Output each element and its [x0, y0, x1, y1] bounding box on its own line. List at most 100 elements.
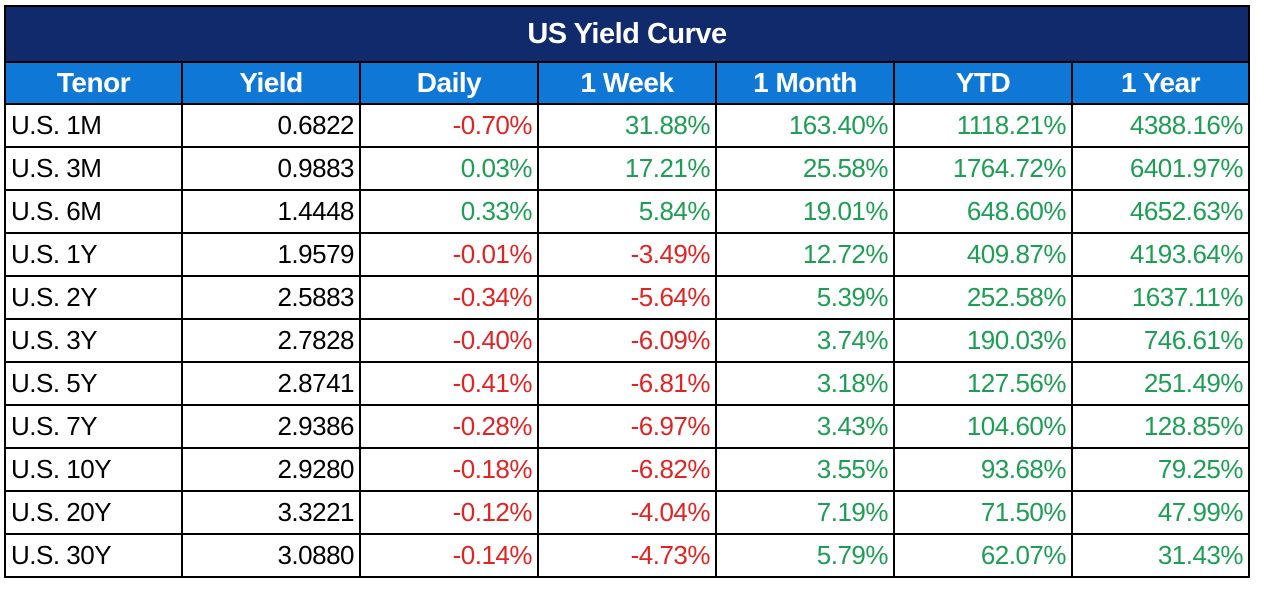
yield-cell: 0.6822	[181, 103, 361, 148]
column-header-tenor: Tenor	[4, 61, 183, 105]
change-cell: 104.60%	[893, 404, 1073, 449]
change-cell: 0.33%	[359, 189, 539, 234]
change-cell: -0.01%	[359, 232, 539, 277]
change-cell: 3.18%	[715, 361, 895, 406]
change-cell: 12.72%	[715, 232, 895, 277]
change-cell: -0.28%	[359, 404, 539, 449]
column-header-daily: Daily	[359, 61, 539, 105]
table-row: U.S. 1Y 1.9579 -0.01% -3.49% 12.72% 409.87% 41…	[4, 232, 1250, 277]
change-cell: -0.70%	[359, 103, 539, 148]
column-header-1-month: 1 Month	[715, 61, 895, 105]
tenor-cell: U.S. 2Y	[4, 275, 183, 320]
tenor-cell: U.S. 30Y	[4, 533, 183, 578]
change-cell: 190.03%	[893, 318, 1073, 363]
change-cell: 1637.11%	[1071, 275, 1250, 320]
yield-cell: 0.9883	[181, 146, 361, 191]
change-cell: 31.88%	[537, 103, 717, 148]
change-cell: 648.60%	[893, 189, 1073, 234]
table-title: US Yield Curve	[4, 5, 1250, 63]
column-header-yield: Yield	[181, 61, 361, 105]
tenor-cell: U.S. 6M	[4, 189, 183, 234]
yield-cell: 3.0880	[181, 533, 361, 578]
change-cell: -4.04%	[537, 490, 717, 535]
table-row: U.S. 30Y 3.0880 -0.14% -4.73% 5.79% 62.07% 31.…	[4, 533, 1250, 578]
table-row: U.S. 5Y 2.8741 -0.41% -6.81% 3.18% 127.56% 251…	[4, 361, 1250, 406]
table-row: U.S. 1M 0.6822 -0.70% 31.88% 163.40% 1118.21%…	[4, 103, 1250, 148]
change-cell: 7.19%	[715, 490, 895, 535]
change-cell: 409.87%	[893, 232, 1073, 277]
yield-cell: 2.5883	[181, 275, 361, 320]
yield-cell: 2.8741	[181, 361, 361, 406]
change-cell: -0.34%	[359, 275, 539, 320]
change-cell: -4.73%	[537, 533, 717, 578]
change-cell: 47.99%	[1071, 490, 1250, 535]
change-cell: -0.12%	[359, 490, 539, 535]
tenor-cell: U.S. 1Y	[4, 232, 183, 277]
change-cell: -6.81%	[537, 361, 717, 406]
change-cell: -0.41%	[359, 361, 539, 406]
tenor-cell: U.S. 20Y	[4, 490, 183, 535]
yield-curve-table: US Yield Curve Tenor Yield Daily 1 Week 1 Mo…	[4, 5, 1250, 578]
change-cell: -6.97%	[537, 404, 717, 449]
table-row: U.S. 2Y 2.5883 -0.34% -5.64% 5.39% 252.58% 163…	[4, 275, 1250, 320]
yield-cell: 3.3221	[181, 490, 361, 535]
change-cell: -3.49%	[537, 232, 717, 277]
table-row: U.S. 6M 1.4448 0.33% 5.84% 19.01% 648.60% 4652…	[4, 189, 1250, 234]
change-cell: 3.74%	[715, 318, 895, 363]
table-body: U.S. 1M 0.6822 -0.70% 31.88% 163.40% 1118.21%…	[4, 103, 1250, 578]
change-cell: 4388.16%	[1071, 103, 1250, 148]
change-cell: 5.39%	[715, 275, 895, 320]
change-cell: -5.64%	[537, 275, 717, 320]
yield-cell: 2.9386	[181, 404, 361, 449]
change-cell: 251.49%	[1071, 361, 1250, 406]
change-cell: 128.85%	[1071, 404, 1250, 449]
change-cell: 0.03%	[359, 146, 539, 191]
change-cell: 252.58%	[893, 275, 1073, 320]
change-cell: 4652.63%	[1071, 189, 1250, 234]
yield-cell: 2.7828	[181, 318, 361, 363]
change-cell: 4193.64%	[1071, 232, 1250, 277]
change-cell: 163.40%	[715, 103, 895, 148]
change-cell: 31.43%	[1071, 533, 1250, 578]
change-cell: 3.43%	[715, 404, 895, 449]
change-cell: 127.56%	[893, 361, 1073, 406]
table-row: U.S. 3Y 2.7828 -0.40% -6.09% 3.74% 190.03% 746…	[4, 318, 1250, 363]
change-cell: 3.55%	[715, 447, 895, 492]
yield-cell: 1.4448	[181, 189, 361, 234]
change-cell: -6.09%	[537, 318, 717, 363]
tenor-cell: U.S. 1M	[4, 103, 183, 148]
tenor-cell: U.S. 10Y	[4, 447, 183, 492]
column-header-1-week: 1 Week	[537, 61, 717, 105]
change-cell: 62.07%	[893, 533, 1073, 578]
change-cell: 5.84%	[537, 189, 717, 234]
change-cell: 1764.72%	[893, 146, 1073, 191]
change-cell: 25.58%	[715, 146, 895, 191]
change-cell: 19.01%	[715, 189, 895, 234]
change-cell: 5.79%	[715, 533, 895, 578]
change-cell: -0.40%	[359, 318, 539, 363]
tenor-cell: U.S. 3M	[4, 146, 183, 191]
change-cell: 17.21%	[537, 146, 717, 191]
table-row: U.S. 10Y 2.9280 -0.18% -6.82% 3.55% 93.68% 79.…	[4, 447, 1250, 492]
change-cell: 93.68%	[893, 447, 1073, 492]
change-cell: -0.14%	[359, 533, 539, 578]
yield-cell: 2.9280	[181, 447, 361, 492]
change-cell: -6.82%	[537, 447, 717, 492]
table-row: U.S. 3M 0.9883 0.03% 17.21% 25.58% 1764.72% 64…	[4, 146, 1250, 191]
header-row: Tenor Yield Daily 1 Week 1 Month YTD 1 Year	[4, 61, 1250, 105]
title-row: US Yield Curve	[4, 5, 1250, 63]
tenor-cell: U.S. 3Y	[4, 318, 183, 363]
column-header-ytd: YTD	[893, 61, 1073, 105]
table-row: U.S. 20Y 3.3221 -0.12% -4.04% 7.19% 71.50% 47.…	[4, 490, 1250, 535]
change-cell: 1118.21%	[893, 103, 1073, 148]
change-cell: 71.50%	[893, 490, 1073, 535]
tenor-cell: U.S. 5Y	[4, 361, 183, 406]
change-cell: 746.61%	[1071, 318, 1250, 363]
change-cell: -0.18%	[359, 447, 539, 492]
change-cell: 6401.97%	[1071, 146, 1250, 191]
yield-cell: 1.9579	[181, 232, 361, 277]
table-row: U.S. 7Y 2.9386 -0.28% -6.97% 3.43% 104.60% 128…	[4, 404, 1250, 449]
tenor-cell: U.S. 7Y	[4, 404, 183, 449]
column-header-1-year: 1 Year	[1071, 61, 1250, 105]
change-cell: 79.25%	[1071, 447, 1250, 492]
